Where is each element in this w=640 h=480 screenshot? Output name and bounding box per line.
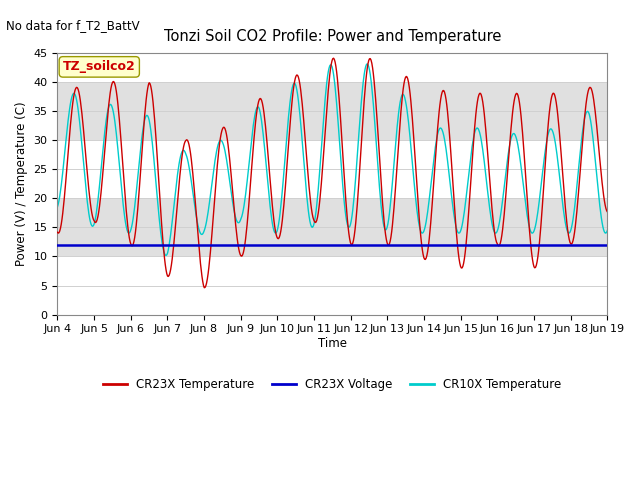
Bar [58,198,607,256]
Bar [58,140,607,198]
Title: Tonzi Soil CO2 Profile: Power and Temperature: Tonzi Soil CO2 Profile: Power and Temper… [164,29,501,44]
Text: No data for f_T2_BattV: No data for f_T2_BattV [6,19,140,32]
Bar [58,52,607,82]
Legend: CR23X Temperature, CR23X Voltage, CR10X Temperature: CR23X Temperature, CR23X Voltage, CR10X … [99,373,566,396]
Y-axis label: Power (V) / Temperature (C): Power (V) / Temperature (C) [15,101,28,266]
Bar [58,256,607,315]
Text: TZ_soilco2: TZ_soilco2 [63,60,136,73]
Bar [58,82,607,140]
X-axis label: Time: Time [318,337,347,350]
